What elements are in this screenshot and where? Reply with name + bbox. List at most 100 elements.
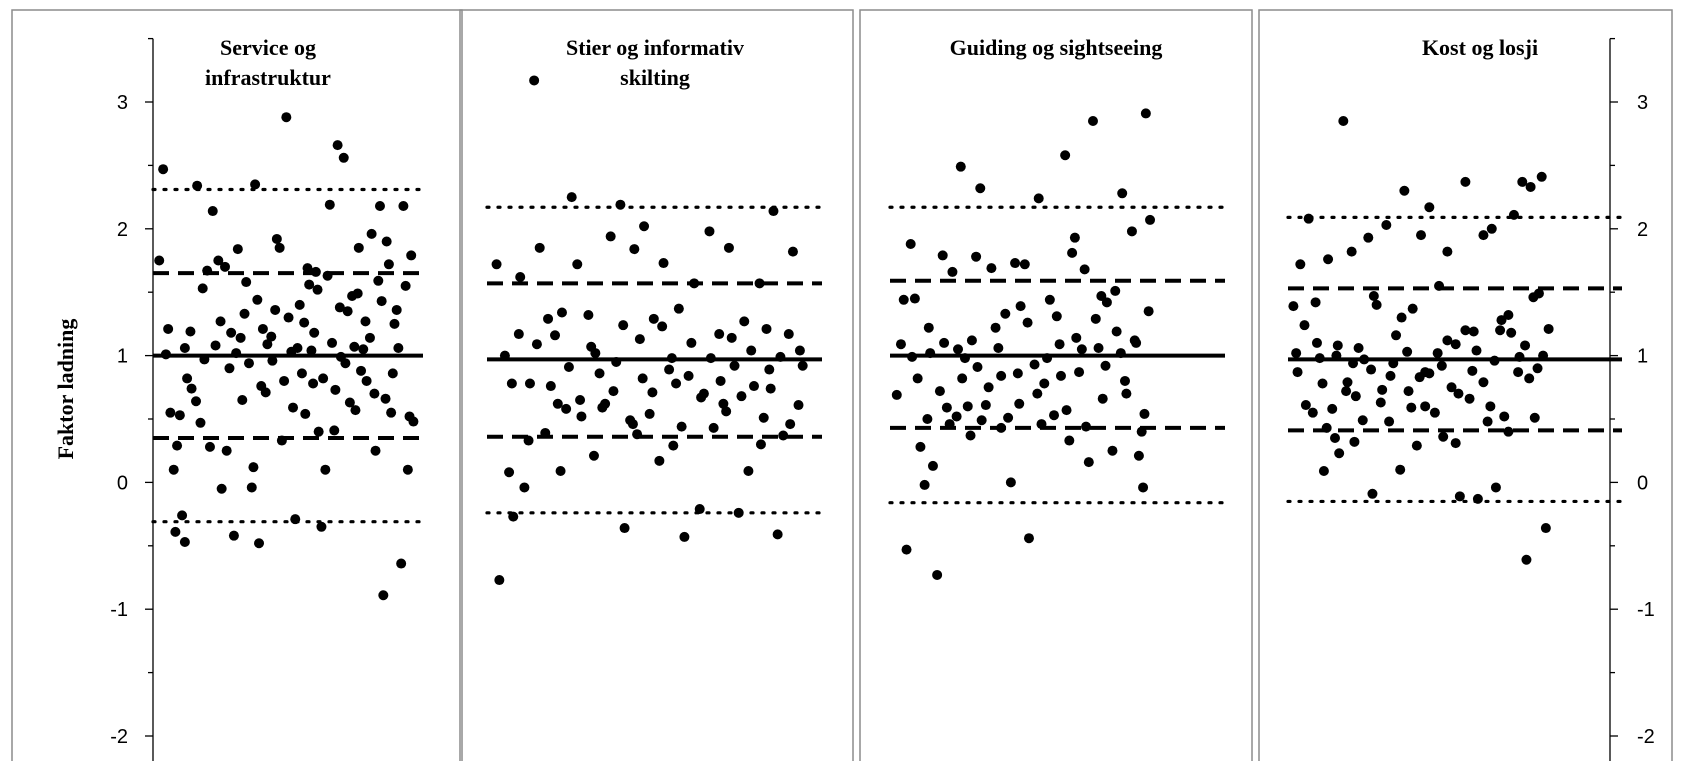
data-point bbox=[296, 368, 307, 379]
data-point bbox=[1300, 400, 1311, 411]
data-point bbox=[1384, 416, 1395, 427]
data-point bbox=[262, 339, 273, 350]
data-point bbox=[983, 382, 994, 393]
data-point bbox=[308, 378, 319, 389]
panel-2: Stier og informativ skilting bbox=[485, 35, 824, 586]
data-point bbox=[1303, 213, 1314, 224]
data-point bbox=[1014, 398, 1025, 409]
data-point bbox=[210, 340, 221, 351]
data-point bbox=[953, 344, 964, 355]
data-point bbox=[575, 394, 586, 405]
data-point bbox=[561, 403, 572, 414]
data-point bbox=[1314, 353, 1325, 364]
data-point bbox=[556, 307, 567, 318]
data-point bbox=[1090, 313, 1101, 324]
data-point bbox=[204, 441, 215, 452]
data-point bbox=[1093, 342, 1104, 353]
data-point bbox=[1407, 303, 1418, 314]
data-point bbox=[168, 464, 179, 475]
data-point bbox=[207, 206, 218, 217]
data-point bbox=[304, 279, 315, 290]
data-point bbox=[1454, 491, 1465, 502]
data-point bbox=[1317, 378, 1328, 389]
data-point bbox=[1395, 464, 1406, 475]
data-point bbox=[366, 228, 377, 239]
data-point bbox=[332, 140, 343, 151]
data-point bbox=[1310, 297, 1321, 308]
data-point bbox=[235, 332, 246, 343]
y-tick-label-right: 2 bbox=[1637, 219, 1648, 241]
data-point bbox=[1096, 291, 1107, 302]
data-point bbox=[658, 258, 669, 269]
y-axes: 3 2 1 0 -1 -2 3 2 1 0 -1 -2 bbox=[110, 37, 1655, 761]
data-point bbox=[318, 373, 329, 384]
data-point bbox=[733, 507, 744, 518]
data-point bbox=[705, 353, 716, 364]
data-point bbox=[1083, 457, 1094, 468]
data-point bbox=[1385, 370, 1396, 381]
data-point bbox=[1478, 377, 1489, 388]
data-point bbox=[1012, 368, 1023, 379]
data-point bbox=[373, 275, 384, 286]
data-point bbox=[283, 312, 294, 323]
data-point bbox=[1514, 351, 1525, 362]
data-point bbox=[228, 530, 239, 541]
data-point bbox=[996, 422, 1007, 433]
data-point bbox=[1060, 150, 1071, 161]
data-point bbox=[519, 482, 530, 493]
data-point bbox=[959, 353, 970, 364]
data-point bbox=[550, 330, 561, 341]
data-point bbox=[1496, 315, 1507, 326]
data-point bbox=[404, 411, 415, 422]
data-point bbox=[254, 538, 265, 549]
data-point bbox=[1332, 340, 1343, 351]
data-point bbox=[271, 233, 282, 244]
data-point bbox=[300, 408, 311, 419]
data-point bbox=[402, 464, 413, 475]
data-point bbox=[378, 590, 389, 601]
data-point bbox=[1126, 226, 1137, 237]
data-point bbox=[891, 389, 902, 400]
data-point bbox=[1388, 358, 1399, 369]
data-point bbox=[1403, 386, 1414, 397]
data-point bbox=[583, 310, 594, 321]
y-axis-label: Faktor ladning bbox=[53, 319, 78, 460]
data-point bbox=[340, 358, 351, 369]
data-point bbox=[1107, 445, 1118, 456]
data-point bbox=[980, 400, 991, 411]
data-point bbox=[597, 402, 608, 413]
panel-title: infrastruktur bbox=[205, 65, 331, 90]
data-point bbox=[370, 445, 381, 456]
data-point bbox=[1508, 209, 1519, 220]
data-point bbox=[1357, 415, 1368, 426]
data-point bbox=[1529, 412, 1540, 423]
data-point bbox=[352, 288, 363, 299]
data-point bbox=[1055, 370, 1066, 381]
y-tick-label-left: 0 bbox=[117, 472, 128, 494]
data-point bbox=[922, 414, 933, 424]
data-point bbox=[1446, 382, 1457, 393]
data-point bbox=[391, 304, 402, 315]
data-point bbox=[793, 400, 804, 411]
data-point bbox=[1010, 258, 1021, 269]
data-point bbox=[513, 329, 524, 340]
data-point bbox=[1424, 368, 1435, 379]
data-point bbox=[360, 316, 371, 327]
data-point bbox=[912, 373, 923, 384]
data-point bbox=[1032, 388, 1043, 399]
data-point bbox=[619, 523, 630, 534]
data-point bbox=[941, 402, 952, 413]
data-point bbox=[192, 180, 203, 191]
data-point bbox=[1299, 320, 1310, 331]
y-tick-label-right: 1 bbox=[1637, 346, 1648, 368]
data-point bbox=[1071, 332, 1082, 343]
data-point bbox=[1330, 433, 1341, 444]
data-point bbox=[1513, 367, 1524, 378]
data-point bbox=[768, 206, 779, 217]
panel-4: Kost og losji bbox=[1286, 35, 1624, 565]
data-point bbox=[939, 337, 950, 348]
data-point bbox=[381, 236, 392, 247]
data-point bbox=[898, 294, 909, 305]
data-point bbox=[996, 370, 1007, 381]
data-point bbox=[1434, 280, 1445, 291]
